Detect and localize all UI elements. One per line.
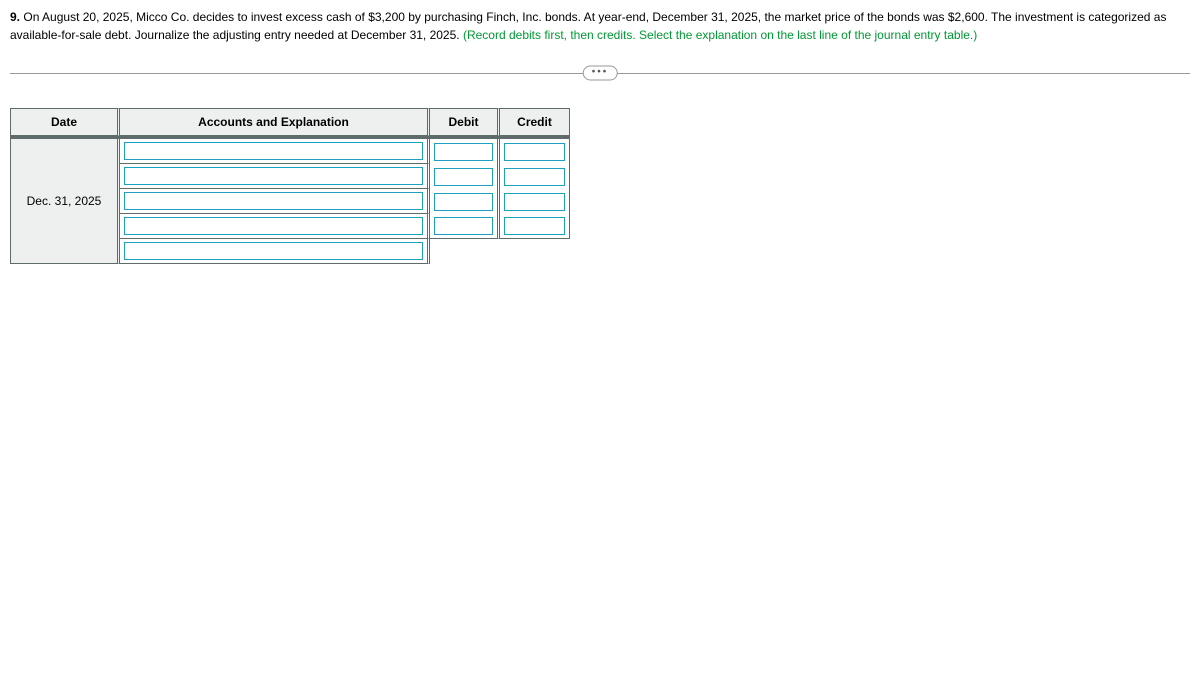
credit-input[interactable]: [504, 143, 565, 161]
header-credit: Credit: [500, 108, 570, 136]
header-date: Date: [10, 108, 120, 136]
empty-credit-cell: [500, 239, 570, 264]
debit-input[interactable]: [434, 193, 493, 211]
date-cell: Dec. 31, 2025: [10, 139, 120, 264]
debit-input[interactable]: [434, 217, 493, 235]
account-input[interactable]: [124, 192, 423, 210]
credit-input[interactable]: [504, 193, 565, 211]
header-debit: Debit: [430, 108, 500, 136]
empty-debit-cell: [430, 239, 500, 264]
header-accounts: Accounts and Explanation: [120, 108, 430, 136]
explanation-input[interactable]: [124, 242, 423, 260]
debit-input[interactable]: [434, 168, 493, 186]
question-number: 9.: [10, 10, 20, 24]
credit-input[interactable]: [504, 217, 565, 235]
expand-pill[interactable]: •••: [583, 66, 618, 81]
section-divider: •••: [10, 66, 1190, 80]
table-header-row: Date Accounts and Explanation Debit Cred…: [10, 108, 570, 136]
credit-input[interactable]: [504, 168, 565, 186]
journal-entry-table: Date Accounts and Explanation Debit Cred…: [10, 108, 570, 264]
table-row: Dec. 31, 2025: [10, 139, 570, 164]
account-input[interactable]: [124, 142, 423, 160]
question-instruction: (Record debits first, then credits. Sele…: [463, 28, 977, 42]
question-text: 9. On August 20, 2025, Micco Co. decides…: [10, 8, 1190, 44]
account-input[interactable]: [124, 217, 423, 235]
debit-input[interactable]: [434, 143, 493, 161]
account-input[interactable]: [124, 167, 423, 185]
